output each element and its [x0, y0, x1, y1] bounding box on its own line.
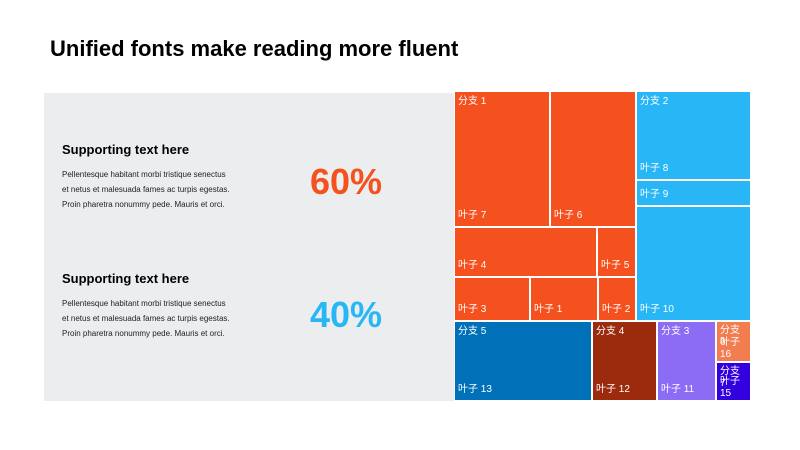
- branch-label: 分支 6: [720, 325, 740, 348]
- supporting-block-2: Supporting text here Pellentesque habita…: [62, 271, 262, 341]
- treemap-tile: 分支 7 叶子 15: [716, 362, 751, 401]
- branch-label: 分支 5: [458, 326, 487, 337]
- text-panel: [44, 93, 454, 401]
- leaf-label: 叶子 6: [554, 210, 583, 221]
- treemap-tile: 叶子 2: [598, 277, 636, 321]
- leaf-label: 叶子 9: [640, 189, 669, 200]
- treemap-tile: 叶子 5: [597, 227, 636, 277]
- leaf-label: 叶子 3: [458, 304, 487, 315]
- treemap-tile: 叶子 10: [636, 206, 751, 321]
- treemap-tile: 分支 3 叶子 11: [657, 321, 716, 401]
- leaf-label: 叶子 16: [720, 337, 740, 360]
- leaf-label: 叶子 8: [640, 163, 669, 174]
- branch-label: 分支 7: [720, 366, 740, 389]
- leaf-label: 叶子 10: [640, 304, 674, 315]
- body-line: Proin pharetra nonummy pede. Mauris et o…: [62, 200, 225, 209]
- leaf-label: 叶子 4: [458, 260, 487, 271]
- treemap-tile: 分支 6 叶子 16: [716, 321, 751, 362]
- leaf-label: 叶子 13: [458, 384, 492, 395]
- supporting-block-1: Supporting text here Pellentesque habita…: [62, 142, 262, 212]
- treemap-tile: 分支 5 叶子 13: [454, 321, 592, 401]
- supporting-body-1: Pellentesque habitant morbi tristique se…: [62, 167, 262, 212]
- body-line: Pellentesque habitant morbi tristique se…: [62, 299, 226, 308]
- treemap-tile: 叶子 3: [454, 277, 530, 321]
- body-line: et netus et malesuada fames ac turpis eg…: [62, 185, 230, 194]
- page-title: Unified fonts make reading more fluent: [50, 36, 459, 61]
- treemap-tile: 分支 1 叶子 7: [454, 91, 550, 227]
- treemap-tile: 分支 4 叶子 12: [592, 321, 657, 401]
- percent-40: 40%: [309, 294, 383, 335]
- leaf-label: 叶子 12: [596, 384, 630, 395]
- leaf-label: 叶子 5: [601, 260, 630, 271]
- body-line: et netus et malesuada fames ac turpis eg…: [62, 314, 230, 323]
- supporting-body-2: Pellentesque habitant morbi tristique se…: [62, 296, 262, 341]
- leaf-label: 叶子 15: [720, 376, 740, 399]
- branch-label: 分支 1: [458, 96, 487, 107]
- treemap-tile: 叶子 1: [530, 277, 598, 321]
- treemap-tile: 叶子 6: [550, 91, 636, 227]
- body-line: Proin pharetra nonummy pede. Mauris et o…: [62, 329, 225, 338]
- branch-label: 分支 4: [596, 326, 625, 337]
- body-line: Pellentesque habitant morbi tristique se…: [62, 170, 226, 179]
- treemap-tile: 叶子 4: [454, 227, 597, 277]
- branch-label: 分支 2: [640, 96, 669, 107]
- treemap-chart: 分支 1 叶子 7 叶子 6 叶子 4 叶子 5 叶子 3 叶子 1 叶子 2 分支 2 叶子 8…: [454, 91, 751, 401]
- percent-60: 60%: [309, 161, 383, 202]
- supporting-heading-2: Supporting text here: [62, 271, 190, 286]
- treemap-tile: 叶子 9: [636, 180, 751, 206]
- leaf-label: 叶子 1: [534, 304, 563, 315]
- treemap-tile: 分支 2 叶子 8: [636, 91, 751, 180]
- supporting-heading-1: Supporting text here: [62, 142, 190, 157]
- leaf-label: 叶子 11: [661, 384, 695, 395]
- leaf-label: 叶子 2: [602, 304, 631, 315]
- branch-label: 分支 3: [661, 326, 690, 337]
- leaf-label: 叶子 7: [458, 210, 487, 221]
